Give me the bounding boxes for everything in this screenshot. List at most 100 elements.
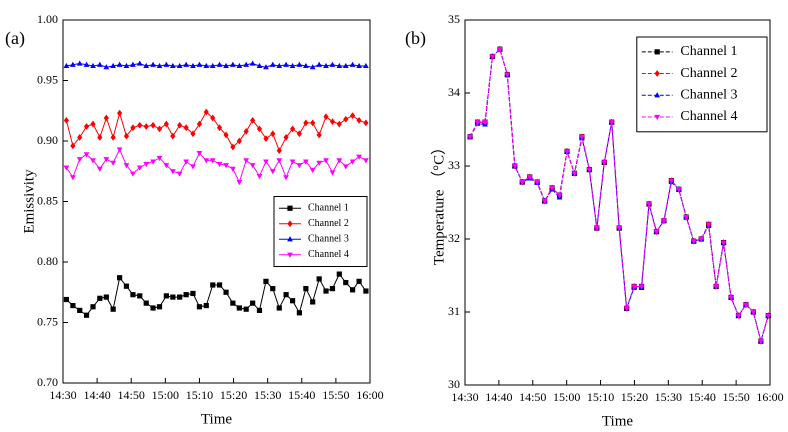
marker: [223, 131, 229, 139]
marker: [329, 61, 336, 67]
legend-marker: [287, 220, 293, 228]
marker: [116, 147, 123, 153]
marker: [90, 62, 96, 69]
marker: [216, 61, 223, 67]
marker: [250, 300, 256, 306]
marker: [765, 313, 772, 319]
marker: [230, 143, 236, 151]
x-tick-label: 16:00: [356, 388, 383, 402]
marker: [256, 174, 263, 180]
marker: [296, 61, 303, 67]
marker: [310, 119, 316, 127]
marker: [608, 120, 615, 126]
marker: [309, 167, 316, 174]
marker: [156, 125, 163, 133]
marker: [653, 229, 660, 235]
marker: [556, 193, 563, 199]
marker: [316, 131, 322, 139]
y-tick-label: 31: [448, 304, 460, 318]
marker: [593, 225, 600, 232]
x-tick-label: 14:40: [83, 388, 110, 402]
marker: [156, 62, 163, 69]
x-tick-label: 15:20: [621, 390, 648, 404]
marker: [70, 61, 76, 67]
y-tick-label: 33: [448, 158, 460, 172]
marker: [256, 62, 263, 69]
marker: [190, 164, 196, 170]
marker: [526, 174, 533, 181]
marker: [489, 54, 496, 60]
marker: [303, 119, 309, 127]
marker: [283, 61, 289, 67]
legend-label: Channel 1: [308, 203, 349, 214]
marker: [170, 294, 176, 300]
marker: [720, 240, 727, 246]
marker: [349, 159, 356, 165]
marker: [329, 286, 336, 292]
marker: [76, 157, 83, 163]
marker: [270, 286, 276, 292]
marker: [757, 339, 764, 345]
marker: [601, 160, 608, 166]
marker: [323, 62, 329, 69]
legend-label: Channel 4: [308, 249, 349, 260]
marker: [163, 61, 170, 67]
marker: [750, 309, 757, 316]
marker: [497, 47, 503, 53]
marker: [675, 187, 682, 193]
marker: [504, 72, 511, 78]
marker: [336, 271, 342, 277]
marker: [243, 158, 250, 164]
marker: [323, 158, 329, 164]
marker: [70, 175, 76, 181]
marker: [269, 169, 276, 175]
marker: [203, 158, 210, 164]
legend-label: Channel 3: [308, 234, 349, 245]
marker: [586, 167, 593, 173]
marker: [283, 133, 289, 141]
marker: [203, 108, 209, 116]
marker: [177, 121, 183, 129]
marker: [467, 134, 473, 140]
marker: [123, 132, 130, 140]
marker: [163, 293, 169, 299]
x-tick-label: 15:10: [587, 390, 614, 404]
marker: [564, 149, 570, 155]
x-tick-label: 15:00: [553, 390, 580, 404]
series-line: [66, 273, 367, 316]
marker: [83, 312, 90, 318]
marker: [263, 64, 269, 70]
marker: [143, 161, 150, 168]
marker: [210, 114, 216, 122]
legend-marker: [654, 49, 660, 55]
marker: [329, 118, 336, 126]
marker: [183, 61, 190, 67]
marker: [296, 163, 303, 169]
marker: [156, 304, 163, 310]
marker: [230, 166, 236, 172]
marker: [123, 62, 130, 69]
marker: [323, 113, 329, 121]
marker: [276, 158, 283, 164]
x-tick-label: 15:30: [655, 390, 682, 404]
marker: [534, 179, 541, 186]
legend-marker: [654, 70, 660, 77]
x-tick-label: 15:10: [186, 388, 213, 402]
marker: [356, 62, 362, 69]
marker: [276, 147, 282, 155]
marker: [110, 133, 116, 141]
marker: [190, 62, 196, 69]
marker: [363, 288, 369, 294]
marker: [156, 155, 163, 162]
marker: [363, 62, 369, 69]
marker: [289, 125, 296, 133]
marker: [350, 112, 356, 119]
marker: [150, 61, 156, 67]
marker: [130, 124, 136, 132]
marker: [223, 163, 229, 169]
marker: [356, 278, 362, 284]
y-tick-label: 1.00: [37, 12, 58, 26]
x-tick-label: 15:20: [220, 388, 247, 402]
marker: [336, 158, 343, 164]
x-tick-label: 15:40: [689, 390, 716, 404]
